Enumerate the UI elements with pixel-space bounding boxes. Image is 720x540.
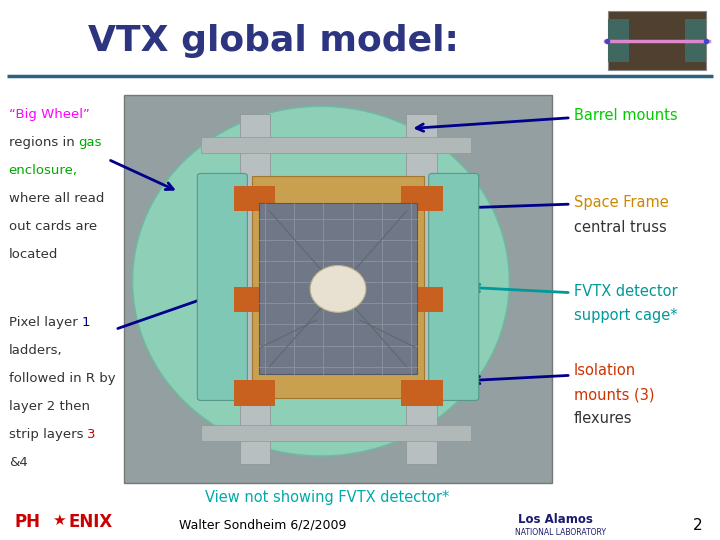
Bar xyxy=(608,11,706,70)
Bar xyxy=(235,380,276,406)
Bar xyxy=(402,380,443,406)
Bar xyxy=(235,287,276,312)
Bar xyxy=(240,114,270,464)
Text: View not showing FVTX detector*: View not showing FVTX detector* xyxy=(205,490,450,505)
Bar xyxy=(685,19,706,62)
Bar xyxy=(608,19,629,62)
Text: NATIONAL LABORATORY: NATIONAL LABORATORY xyxy=(515,528,606,537)
Text: ENIX: ENIX xyxy=(68,513,112,531)
Text: located: located xyxy=(9,248,58,261)
Text: 1: 1 xyxy=(81,316,90,329)
Bar xyxy=(235,186,276,211)
Text: strip layers: strip layers xyxy=(9,428,87,441)
Text: regions in: regions in xyxy=(9,136,78,149)
Text: central truss: central truss xyxy=(574,220,667,235)
Text: gas: gas xyxy=(78,136,102,149)
Text: 2: 2 xyxy=(693,518,702,534)
Text: out cards are: out cards are xyxy=(9,220,96,233)
Bar xyxy=(252,176,423,398)
Text: PH: PH xyxy=(14,513,40,531)
Ellipse shape xyxy=(310,266,366,312)
Text: layer 2 then: layer 2 then xyxy=(9,400,89,413)
FancyBboxPatch shape xyxy=(428,173,479,401)
Bar xyxy=(258,204,418,374)
Text: ★: ★ xyxy=(52,513,66,528)
Text: Pixel layer: Pixel layer xyxy=(9,316,81,329)
Text: Los Alamos: Los Alamos xyxy=(518,513,593,526)
Text: support cage*: support cage* xyxy=(574,308,678,323)
Bar xyxy=(402,287,443,312)
Bar xyxy=(124,94,552,483)
Bar xyxy=(402,186,443,211)
Text: Isolation: Isolation xyxy=(574,363,636,378)
Text: 3: 3 xyxy=(87,428,96,441)
Bar xyxy=(201,425,471,441)
Text: “Big Wheel”: “Big Wheel” xyxy=(9,108,89,121)
Text: where all read: where all read xyxy=(9,192,104,205)
Text: Walter Sondheim 6/2/2009: Walter Sondheim 6/2/2009 xyxy=(179,518,346,531)
Text: flexures: flexures xyxy=(574,411,632,427)
Text: FVTX detector: FVTX detector xyxy=(574,284,678,299)
Text: ladders,: ladders, xyxy=(9,344,62,357)
Text: followed in R by: followed in R by xyxy=(9,372,115,385)
Text: enclosure,: enclosure, xyxy=(9,164,78,177)
Text: &4: &4 xyxy=(9,456,27,469)
Ellipse shape xyxy=(132,106,510,456)
FancyBboxPatch shape xyxy=(197,173,248,401)
Bar xyxy=(406,114,436,464)
Bar xyxy=(201,137,471,153)
Text: Barrel mounts: Barrel mounts xyxy=(574,108,678,123)
Text: VTX global model:: VTX global model: xyxy=(88,24,459,58)
Text: Space Frame: Space Frame xyxy=(574,195,669,211)
Text: mounts (3): mounts (3) xyxy=(574,387,654,402)
